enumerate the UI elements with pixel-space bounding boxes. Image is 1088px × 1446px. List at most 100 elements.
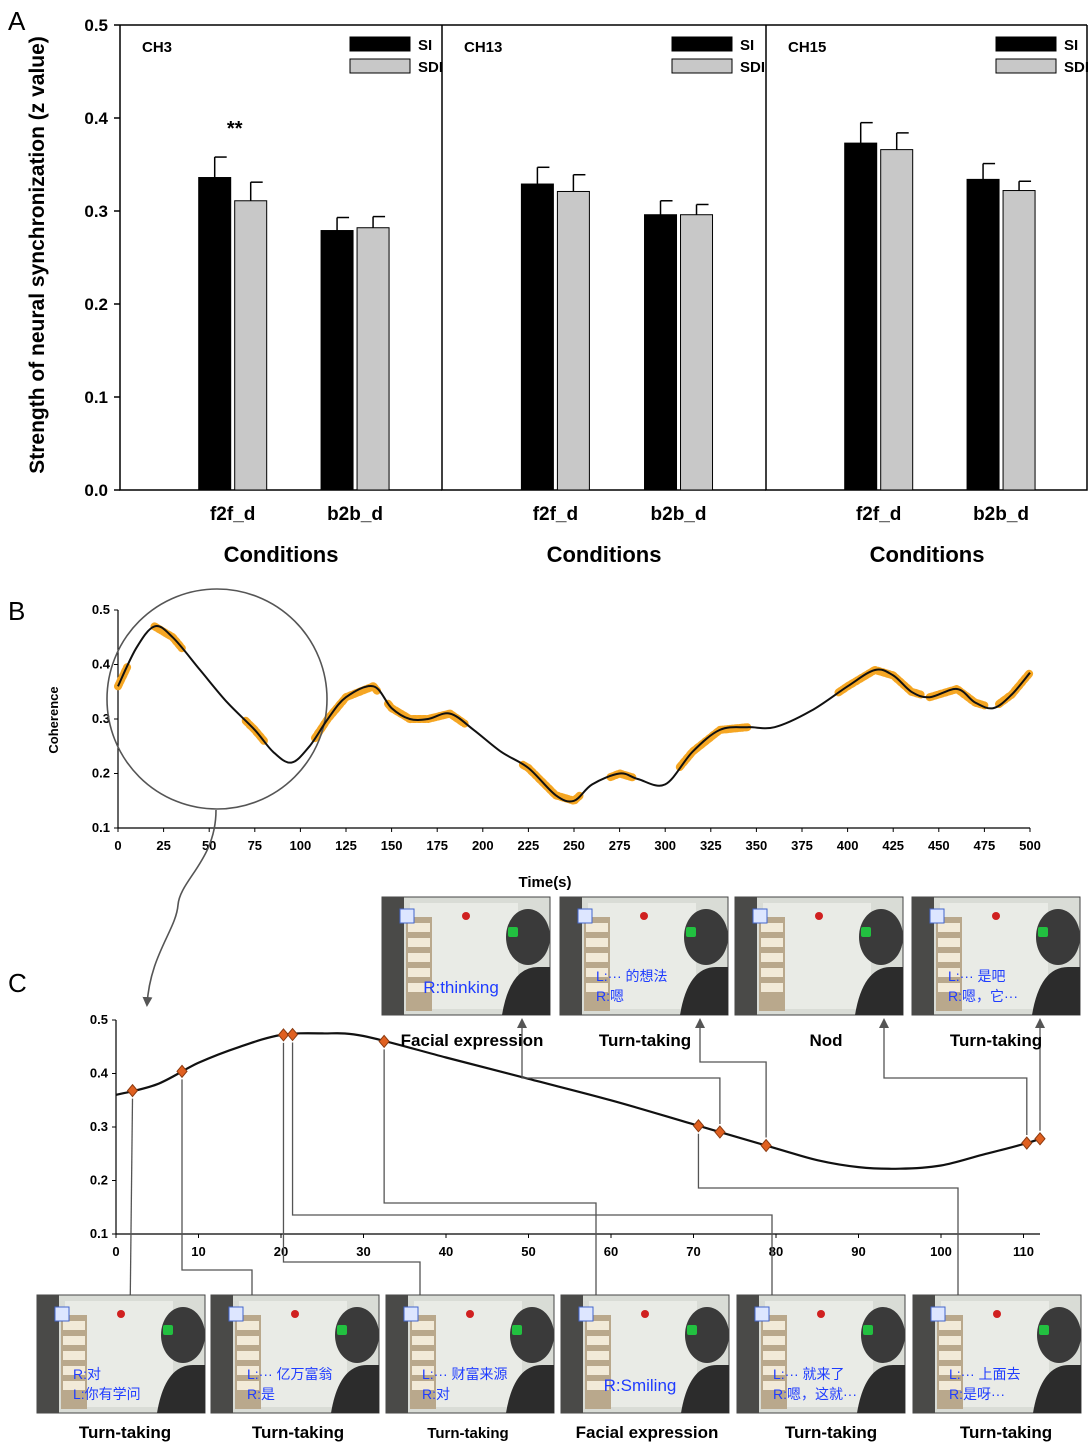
panel-a-bar-sdi-b2b_d bbox=[680, 214, 714, 491]
video-frame-shelf bbox=[61, 1315, 87, 1409]
video-frame-label: Turn-taking bbox=[599, 1031, 691, 1050]
video-frame-record-icon bbox=[291, 1310, 299, 1318]
video-frame-right-person-body bbox=[157, 1365, 205, 1413]
video-frame-right-person-body bbox=[855, 967, 903, 1015]
panel-b-y-tick-label: 0.1 bbox=[92, 820, 110, 835]
video-frame-left-person bbox=[386, 1295, 408, 1413]
video-frame-label: Turn-taking bbox=[785, 1423, 877, 1442]
video-frame-left-person bbox=[561, 1295, 583, 1413]
video-frame: L:··· 的想法 R:嗯 bbox=[559, 896, 729, 1016]
video-frame-record-icon bbox=[466, 1310, 474, 1318]
panel-c-x-tick-label: 70 bbox=[686, 1244, 700, 1259]
panel-c-event-marker bbox=[760, 1138, 772, 1153]
panel-c-connector-arrow bbox=[282, 1042, 425, 1322]
video-frame-shelf-slot bbox=[763, 1336, 785, 1345]
video-frame-sensor-icon bbox=[686, 927, 696, 937]
video-frame-camera-icon bbox=[228, 1306, 244, 1322]
panel-c-x-tick-label: 30 bbox=[356, 1244, 370, 1259]
panel-b-x-tick-label: 0 bbox=[114, 838, 121, 853]
panel-a-bar-si-f2f_d bbox=[844, 142, 878, 491]
panel-c-event-marker bbox=[126, 1083, 139, 1098]
panel-a-bar-sdi-f2f_d bbox=[234, 200, 268, 491]
video-frame-shelf bbox=[937, 1315, 963, 1409]
panel-c-connectors bbox=[125, 1018, 1045, 1322]
video-frame-sensor-icon bbox=[687, 1325, 697, 1335]
video-frame-shelf-slot bbox=[586, 983, 608, 992]
panel-a-x-axis-label: Conditions bbox=[547, 542, 662, 567]
video-frame-shelf-slot bbox=[939, 1366, 961, 1375]
panel-b-highlight-segment bbox=[150, 622, 186, 653]
panel-a-subpanels: CH3 SI SDI f2f_d b2b_d ** Conditions CH13 SI SDI f… bbox=[119, 24, 1088, 567]
video-frame-shelf-slot bbox=[587, 1381, 609, 1390]
video-frame-shelf-slot bbox=[587, 1366, 609, 1375]
video-frame-shelf-slot bbox=[938, 923, 960, 932]
video-frame-right-person-head bbox=[510, 1307, 554, 1363]
video-frame-shelf-slot bbox=[763, 1321, 785, 1330]
panel-b-x-tick-label: 425 bbox=[882, 838, 904, 853]
panel-letter-a: A bbox=[8, 6, 26, 36]
panel-a-x-axis-label: Conditions bbox=[870, 542, 985, 567]
video-frame-left-person bbox=[382, 897, 404, 1015]
video-frame-caption: L:··· 就来了 R:嗯，这就··· bbox=[773, 1366, 857, 1402]
panel-c-x-tick-label: 60 bbox=[604, 1244, 618, 1259]
panel-a-subpanel-ch15: CH15 SI SDI f2f_d b2b_d Conditions bbox=[765, 25, 1088, 567]
panel-a-legend-label: SDI bbox=[418, 59, 443, 76]
panel-c-x-tick-label: 110 bbox=[1013, 1244, 1034, 1259]
video-frame-right-person-head bbox=[161, 1307, 205, 1363]
video-frame-camera-icon bbox=[929, 908, 945, 924]
panel-b-axes: 0.10.20.30.40.50 25 50 75 100 125 150 175 200 225… bbox=[92, 602, 1041, 853]
video-frame-record-icon bbox=[117, 1310, 125, 1318]
video-frame-shelf-slot bbox=[587, 1351, 609, 1360]
panel-b-y-tick-label: 0.4 bbox=[92, 657, 111, 672]
video-frame-sensor-icon bbox=[1039, 1325, 1049, 1335]
panel-a-category-label: b2b_d bbox=[651, 504, 707, 525]
video-frame-right-person-body bbox=[1033, 1365, 1081, 1413]
panel-b-x-tick-label: 250 bbox=[563, 838, 585, 853]
video-frame-shelf-slot bbox=[587, 1336, 609, 1345]
video-frame-shelf-slot bbox=[938, 968, 960, 977]
video-frame-left-person bbox=[560, 897, 582, 1015]
panel-c-connector-arrow bbox=[695, 1018, 767, 1138]
panel-a-legend-swatch-sdi bbox=[671, 58, 733, 74]
video-frame-shelf-slot bbox=[939, 1336, 961, 1345]
panel-c-event-marker bbox=[714, 1125, 726, 1139]
video-frame-sensor-icon bbox=[508, 927, 518, 937]
video-frame-right-person-body bbox=[506, 1365, 554, 1413]
panel-a-y-tick-label: 0.1 bbox=[84, 388, 108, 407]
panel-b-x-tick-label: 100 bbox=[290, 838, 312, 853]
video-frame-shelf bbox=[761, 1315, 787, 1409]
video-frame-shelf-slot bbox=[938, 983, 960, 992]
panel-c-connector-arrow bbox=[125, 1098, 136, 1322]
panel-b-x-tick-label: 75 bbox=[248, 838, 262, 853]
panel-b-x-tick-label: 350 bbox=[746, 838, 768, 853]
video-frame-record-icon bbox=[640, 912, 648, 920]
video-frame-caption: L:··· 上面去 R:是呀··· bbox=[949, 1366, 1021, 1402]
panel-b-x-tick-label: 225 bbox=[518, 838, 540, 853]
video-frame-shelf-slot bbox=[939, 1321, 961, 1330]
panel-a-category-label: b2b_d bbox=[327, 504, 383, 525]
panel-c-event-marker bbox=[176, 1064, 188, 1079]
panel-a-bar-chart: Strength of neural synchronization (z va… bbox=[26, 16, 1088, 567]
video-frame-right-person-head bbox=[1036, 909, 1080, 965]
panel-b-x-tick-label: 325 bbox=[700, 838, 722, 853]
video-frame-shelf-slot bbox=[237, 1366, 259, 1375]
panel-c-connector-arrow bbox=[383, 1049, 601, 1322]
panel-b-x-tick-label: 275 bbox=[609, 838, 631, 853]
panel-a-category-label: f2f_d bbox=[533, 504, 578, 525]
panel-a-y-ticks: 0.0 0.1 0.2 0.3 0.4 0.5 bbox=[84, 16, 120, 500]
panel-a-frame bbox=[441, 25, 766, 491]
video-frame-right-person-body bbox=[680, 967, 728, 1015]
video-frame-shelf-slot bbox=[586, 923, 608, 932]
panel-c-coherence-line bbox=[115, 1032, 1041, 1170]
panel-a-subpanel-ch13: CH13 SI SDI f2f_d b2b_d Conditions bbox=[441, 25, 766, 567]
video-frame-left-person bbox=[737, 1295, 759, 1413]
video-frame-shelf-slot bbox=[938, 938, 960, 947]
panel-b-x-tick-label: 175 bbox=[426, 838, 448, 853]
video-frame-right-person-head bbox=[684, 909, 728, 965]
panel-a-bar-si-b2b_d bbox=[320, 230, 354, 491]
panel-c-x-tick-label: 10 bbox=[191, 1244, 205, 1259]
video-frame-camera-icon bbox=[54, 1306, 70, 1322]
video-frame-right-person-body bbox=[857, 1365, 905, 1413]
panel-a-y-tick-label: 0.3 bbox=[84, 202, 108, 221]
